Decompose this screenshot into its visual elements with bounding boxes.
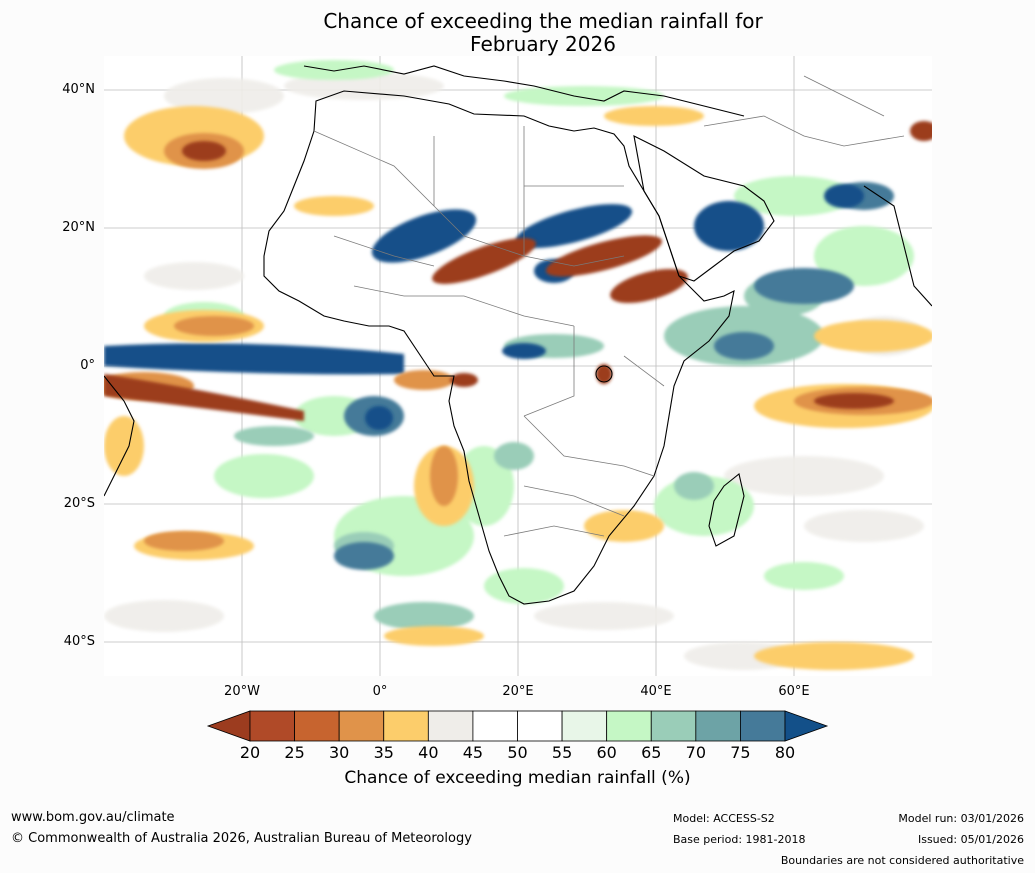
lat-label-40s: 40°S [63, 634, 95, 649]
colorbar-segment [695, 710, 741, 742]
colorbar-segment [294, 710, 340, 742]
lat-label-0: 0° [80, 358, 95, 373]
lon-label-60e: 60°E [778, 684, 810, 699]
lon-label-20e: 20°E [502, 684, 534, 699]
map-panel[interactable] [104, 56, 932, 676]
colorbar-segment [740, 710, 786, 742]
colorbar-segment [650, 710, 697, 742]
colorbar-tick-label: 25 [284, 743, 305, 762]
lat-label-40n: 40°N [62, 82, 95, 97]
driest-shading [104, 121, 932, 421]
wettest-shading [104, 184, 864, 430]
colorbar-tick-label: 20 [239, 743, 261, 762]
colorbar-tick-label: 30 [328, 743, 350, 762]
colorbar-segment [606, 710, 652, 742]
lat-label-20s: 20°S [63, 496, 95, 511]
colorbar-tick-label: 35 [373, 743, 394, 762]
lat-label-20n: 20°N [62, 220, 95, 235]
title-line-2: February 2026 [470, 32, 616, 56]
colorbar-tick-label: 80 [774, 743, 796, 762]
colorbar-tick-label: 55 [551, 743, 573, 762]
colorbar-tick-label: 45 [462, 743, 484, 762]
colorbar-extend-low [206, 710, 251, 742]
footer-url[interactable]: www.bom.gov.au/climate [11, 810, 175, 825]
colorbar-tick-label: 60 [596, 743, 617, 762]
footer-base-period: Base period: 1981-2018 [673, 833, 806, 846]
footer-model: Model: ACCESS-S2 [673, 812, 775, 825]
colorbar-segment [383, 710, 429, 742]
title-line-1: Chance of exceeding the median rainfall … [323, 9, 763, 33]
colorbar-segment [338, 710, 385, 742]
footer-model-run: Model run: 03/01/2026 [898, 812, 1024, 825]
colorbar-segment [517, 710, 563, 742]
lon-label-40e: 40°E [640, 684, 672, 699]
colorbar-segment [249, 710, 295, 742]
lon-label-0: 0° [372, 684, 388, 699]
colorbar-tick-label: 40 [418, 743, 439, 762]
coastlines [104, 65, 932, 605]
colorbar-segment [427, 710, 474, 742]
colorbar-extend-high [784, 710, 829, 742]
colorbar-segment [472, 710, 518, 742]
colorbar-tick-label: 75 [730, 743, 751, 762]
colorbar-label: Chance of exceeding median rainfall (%) [344, 768, 691, 788]
footer-disclaimer: Boundaries are not considered authoritat… [780, 854, 1024, 867]
lon-label-20w: 20°W [224, 684, 260, 699]
footer-copyright: © Commonwealth of Australia 2026, Austra… [11, 831, 472, 846]
colorbar-tick-label: 70 [685, 743, 706, 762]
map-title: Chance of exceeding the median rainfall … [0, 10, 1035, 56]
rainfall-map [104, 56, 932, 676]
country-borders [313, 75, 905, 537]
colorbar-tick-label: 65 [641, 743, 662, 762]
colorbar-tick-label: 50 [507, 743, 528, 762]
footer-issued: Issued: 05/01/2026 [917, 833, 1024, 846]
colorbar-segment [561, 710, 608, 742]
